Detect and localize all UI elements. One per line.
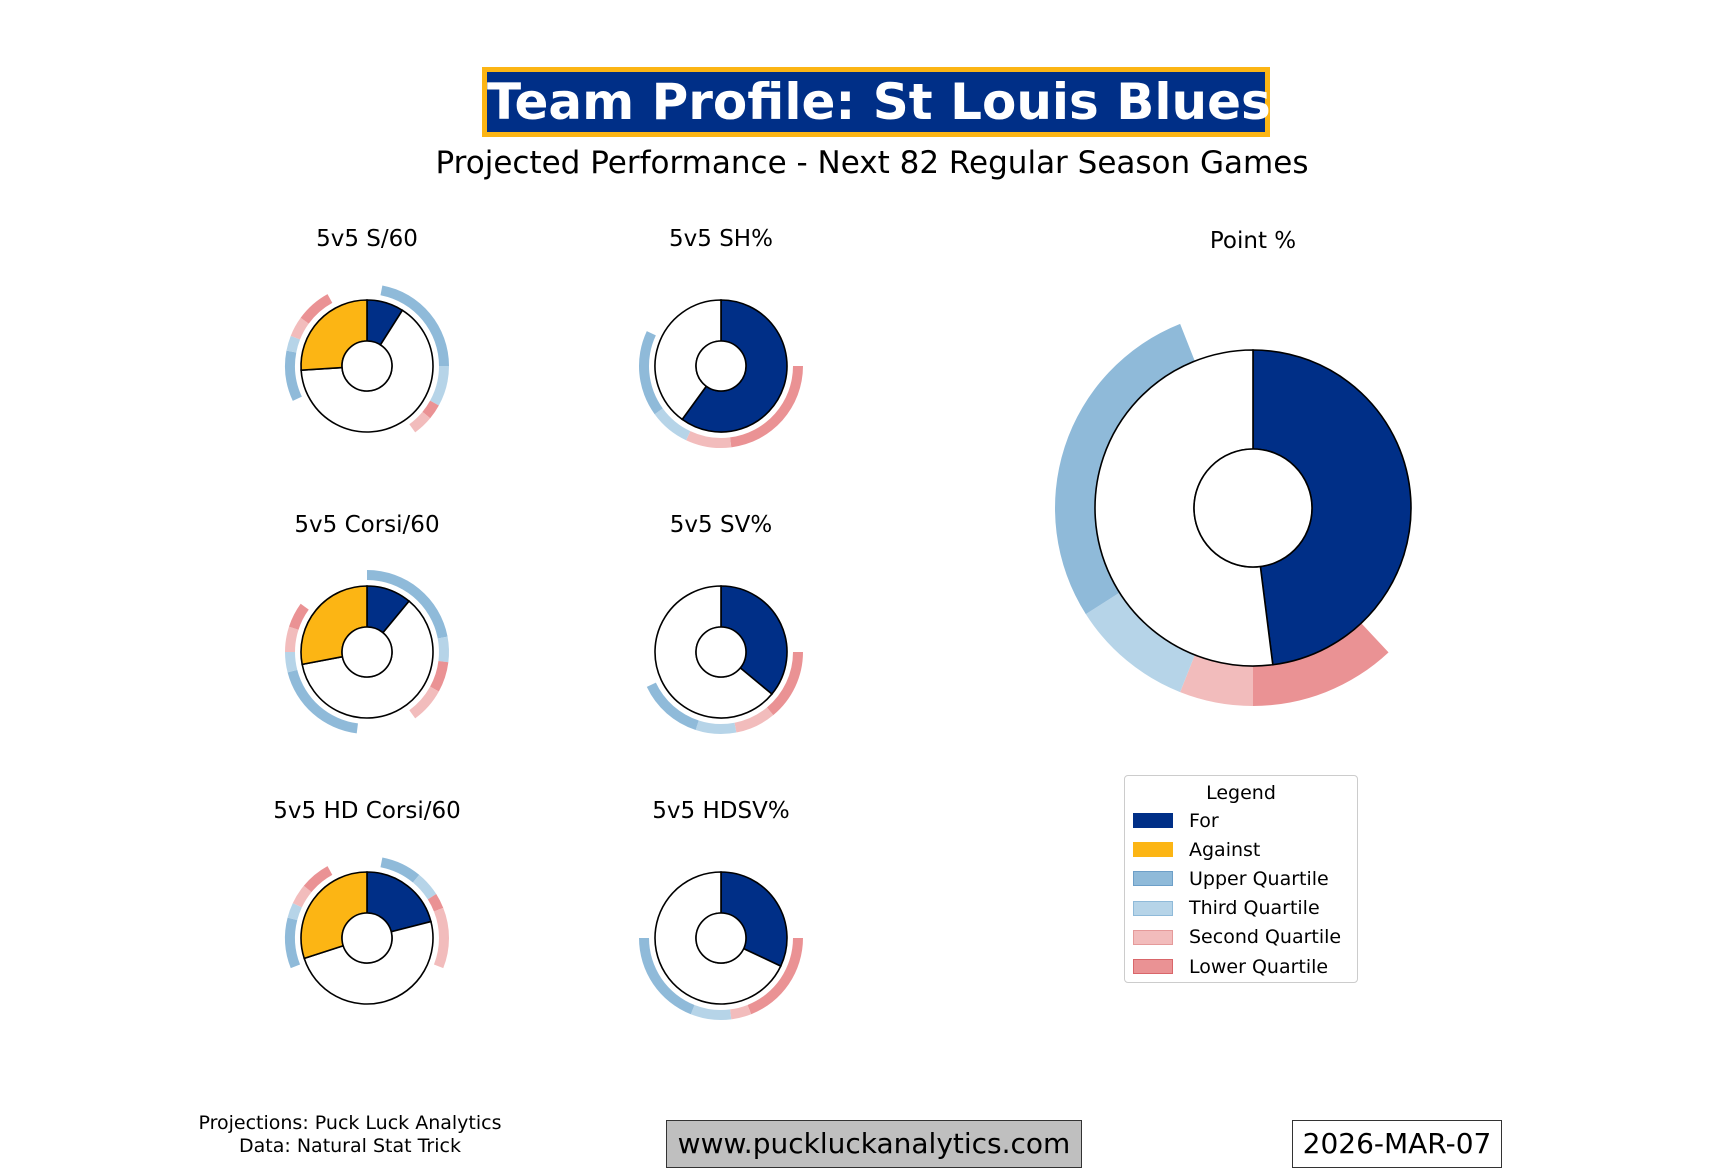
quartile-arc-upper	[380, 285, 449, 366]
legend-label: Lower Quartile	[1189, 955, 1329, 978]
quartile-arc-upper	[1055, 323, 1195, 615]
legend-swatch	[1133, 900, 1173, 916]
quartile-arc-lower	[730, 366, 803, 448]
quartile-arc-second	[292, 885, 312, 908]
quartile-arc-lower	[300, 294, 333, 324]
quartile-arc-third	[695, 720, 737, 734]
legend-item: Second Quartile	[1125, 923, 1357, 952]
legend-swatch	[1133, 929, 1173, 945]
quartile-arc-third	[412, 874, 437, 900]
quartile-arc-third	[430, 366, 449, 406]
quartile-arc-lower	[427, 894, 444, 912]
quartile-arc-lower	[747, 938, 804, 1015]
legend-item: Against	[1125, 835, 1357, 864]
chart-title: 5v5 SV%	[670, 512, 772, 538]
quartile-arc-upper	[380, 857, 420, 883]
credits-data-source: Data: Natural Stat Trick	[239, 1135, 461, 1157]
legend-item: Upper Quartile	[1125, 864, 1357, 893]
legend-label: For	[1189, 809, 1219, 832]
legend-item: Third Quartile	[1125, 894, 1357, 923]
legend-title: Legend	[1206, 782, 1276, 804]
legend-swatch	[1133, 842, 1173, 858]
quartile-arc-upper	[639, 938, 695, 1015]
quartile-arc-second	[409, 686, 439, 719]
credits: Projections: Puck Luck Analytics Data: N…	[170, 1112, 530, 1158]
quartile-arc-third	[654, 408, 691, 441]
legend-label: Upper Quartile	[1189, 867, 1329, 890]
donut-hole	[695, 340, 747, 392]
quartile-arc-lower	[289, 603, 309, 630]
quartile-arc-third	[285, 652, 298, 673]
legend-label: Third Quartile	[1189, 897, 1320, 920]
chart-title: 5v5 S/60	[316, 226, 418, 252]
quartile-arc-upper	[639, 331, 663, 415]
quartile-arc-lower	[430, 661, 449, 692]
chart-title: 5v5 Corsi/60	[294, 512, 439, 538]
quartile-arc-lower	[303, 866, 333, 893]
quartile-arc-second	[285, 626, 299, 652]
page-subtitle: Projected Performance - Next 82 Regular …	[435, 145, 1309, 181]
quartile-arc-lower	[766, 652, 803, 716]
donut-chart: 5v5 S/60	[285, 226, 449, 433]
donut-chart: 5v5 Corsi/60	[285, 512, 449, 734]
credits-projections: Projections: Puck Luck Analytics	[198, 1112, 502, 1134]
quartile-arc-upper	[646, 682, 699, 730]
quartile-arc-third	[437, 636, 449, 663]
chart-title: 5v5 HDSV%	[652, 798, 789, 824]
quartile-arc-third	[1085, 592, 1195, 693]
legend-item: Lower Quartile	[1125, 952, 1357, 981]
quartile-arc-lower	[422, 400, 439, 419]
legend-swatch	[1133, 959, 1173, 975]
donut-hole	[695, 626, 747, 678]
quartile-arc-second	[730, 1004, 752, 1020]
quartile-arc-second	[290, 317, 309, 340]
quartile-arc-upper	[367, 570, 448, 639]
donut-chart: Point %	[1055, 228, 1412, 706]
date-badge: 2026-MAR-07	[1292, 1120, 1502, 1168]
quartile-arc-second	[409, 411, 431, 433]
quartile-arc-third	[287, 903, 302, 921]
donut-hole	[341, 626, 393, 678]
donut-chart: 5v5 HD Corsi/60	[273, 798, 461, 1005]
quartile-arc-upper	[285, 917, 301, 969]
legend-label: Second Quartile	[1189, 926, 1342, 949]
quartile-arc-second	[686, 431, 732, 448]
donut-hole	[341, 340, 393, 392]
legend-swatch	[1133, 871, 1173, 887]
quartile-arc-second	[734, 707, 774, 733]
quartile-arc-third	[286, 335, 301, 353]
quartile-arc-second	[433, 907, 449, 969]
page-title: Team Profile: St Louis Blues	[482, 67, 1271, 137]
legend-item: For	[1125, 806, 1357, 835]
chart-title: Point %	[1210, 228, 1296, 254]
quartile-arc-upper	[285, 350, 302, 401]
quartile-arc-third	[690, 1004, 732, 1020]
quartile-arc-lower	[1253, 623, 1389, 706]
donut-chart: 5v5 SV%	[646, 512, 803, 734]
chart-title: 5v5 HD Corsi/60	[273, 798, 460, 824]
donut-hole	[341, 912, 393, 964]
chart-title: 5v5 SH%	[669, 226, 773, 252]
website-link[interactable]: www.puckluckanalytics.com	[666, 1120, 1082, 1168]
quartile-arc-upper	[287, 669, 358, 734]
donut-hole	[1193, 448, 1313, 568]
donut-hole	[695, 912, 747, 964]
legend: Legend For Against Upper Quartile Third Qua…	[1124, 775, 1358, 983]
donut-chart: 5v5 SH%	[639, 226, 803, 448]
legend-swatch	[1133, 813, 1173, 829]
donut-chart: 5v5 HDSV%	[639, 798, 804, 1020]
legend-label: Against	[1189, 838, 1261, 861]
quartile-arc-second	[1180, 654, 1253, 706]
